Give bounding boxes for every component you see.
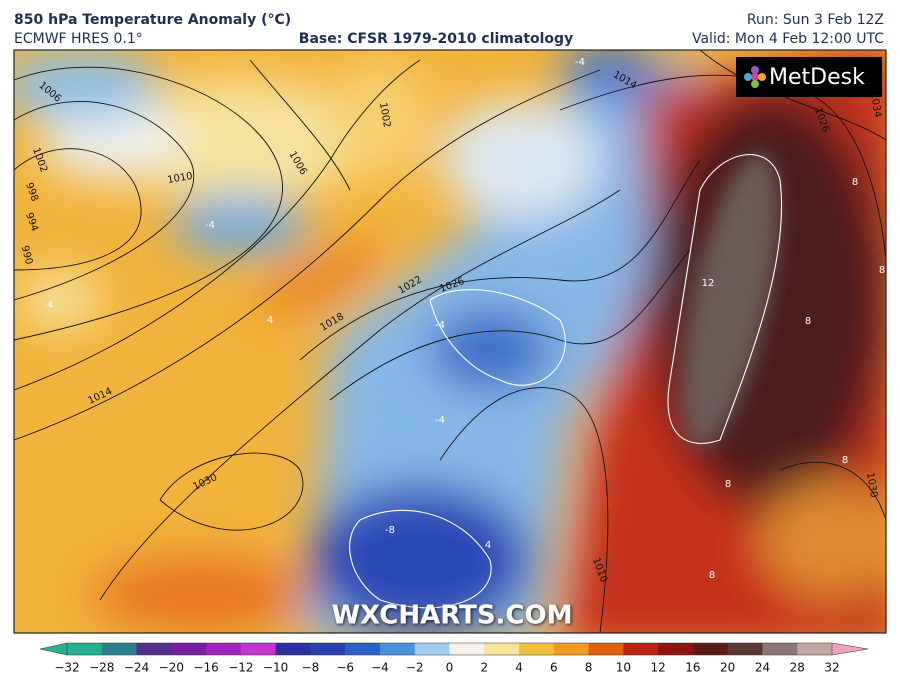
anomaly-label: 8 — [709, 570, 715, 581]
anomaly-label: -8 — [385, 525, 395, 536]
anomaly-label: 8 — [879, 265, 885, 276]
colorbar-tick-label: 6 — [550, 661, 558, 675]
colorbar-end — [39, 642, 68, 656]
colorbar-segment — [206, 643, 242, 655]
colorbar-segment — [414, 643, 450, 655]
anomaly-label: -4 — [435, 415, 445, 426]
isobar-label: 1030 — [864, 472, 879, 499]
colorbar-tick-label: 0 — [446, 661, 454, 675]
base: Base: CFSR 1979-2010 climatology — [299, 31, 573, 47]
isobar-label: 990 — [19, 244, 35, 265]
colorbar-segment — [379, 643, 416, 655]
colorbar-tick-label: −2 — [406, 661, 424, 675]
anomaly-contours — [349, 154, 783, 609]
anomaly-label: -4 — [575, 57, 585, 68]
colorbar-tick-label: 24 — [755, 661, 770, 675]
colorbar-segment — [275, 643, 311, 655]
map-frame — [13, 49, 887, 634]
valid: Valid: Mon 4 Feb 12:00 UTC — [692, 31, 884, 47]
colorbar-segment — [519, 643, 555, 655]
isobar-label: 1034 — [868, 92, 883, 119]
anomaly-label: 8 — [852, 177, 858, 188]
colorbar-segment — [136, 643, 172, 655]
colorbar-segment — [588, 643, 624, 655]
colorbar-tick-label: −24 — [124, 661, 149, 675]
colorbar-tick-label: −12 — [228, 661, 253, 675]
colorbar-segment — [310, 643, 346, 655]
colorbar-segment — [171, 643, 207, 655]
title: 850 hPa Temperature Anomaly (°C) — [14, 12, 291, 28]
colorbar-segment — [484, 643, 520, 655]
colorbar-tick-label: 28 — [790, 661, 805, 675]
colorbar-segment — [623, 643, 659, 655]
colorbar-segment — [553, 643, 590, 655]
map: MetDesk WXCHARTS.COM — [14, 50, 886, 633]
run: Run: Sun 3 Feb 12Z — [747, 12, 884, 28]
anomaly-label: -4 — [435, 320, 445, 331]
anomaly-label: 4 — [47, 300, 53, 311]
colorbar-outline — [66, 642, 833, 656]
colorbar-tick-label: −4 — [371, 661, 389, 675]
colorbar-tick-label: 12 — [650, 661, 665, 675]
colorbar-segment — [449, 643, 485, 655]
colorbar-tick-label: 2 — [480, 661, 488, 675]
colorbar-tick-label: −8 — [302, 661, 320, 675]
colorbar-tick-label: −6 — [336, 661, 354, 675]
anomaly-label: 4 — [485, 540, 491, 551]
isobar-label: 1010 — [167, 171, 194, 186]
colorbar-segment — [762, 643, 798, 655]
colorbar-tick-label: 8 — [585, 661, 593, 675]
logo-icon — [744, 66, 766, 88]
colorbar-tick-label: 20 — [720, 661, 735, 675]
colorbar-tick-label: −10 — [263, 661, 288, 675]
colorbar-segment — [101, 643, 138, 655]
colorbar-tick-label: −16 — [193, 661, 218, 675]
colorbar-segment — [345, 643, 381, 655]
colorbar-tick-label: −28 — [89, 661, 114, 675]
isobar-label: 1002 — [377, 102, 392, 129]
model: ECMWF HRES 0.1° — [14, 31, 143, 47]
watermark: WXCHARTS.COM — [331, 601, 572, 631]
colorbar-segment — [797, 643, 833, 655]
anomaly-label: 8 — [805, 316, 811, 327]
anomaly-label: 8 — [842, 455, 848, 466]
colorbar-tick-label: 16 — [685, 661, 700, 675]
colorbar-segment — [240, 643, 277, 655]
colorbar-tick-label: 32 — [824, 661, 839, 675]
colorbar-tick-label: −32 — [54, 661, 79, 675]
colorbar-tick-label: 4 — [515, 661, 523, 675]
anomaly-label: 8 — [725, 479, 731, 490]
colorbar-segment — [658, 643, 694, 655]
anomaly-label: 12 — [702, 278, 715, 289]
colorbar-segment — [727, 643, 763, 655]
colorbar-segment — [67, 643, 103, 655]
colorbar-tick-label: 10 — [616, 661, 631, 675]
anomaly-label: 4 — [267, 315, 273, 326]
colorbar-end — [831, 642, 869, 656]
colorbar-tick-label: −20 — [159, 661, 184, 675]
colorbar-segment — [692, 643, 729, 655]
colorbar: −32 −28 −24 −20 −16 −12 −10 −8 −6 −4 −2 0 2 4 6 8 10 12 16… — [39, 642, 869, 675]
logo-text: MetDesk — [769, 65, 865, 90]
anomaly-label: -4 — [205, 220, 215, 231]
